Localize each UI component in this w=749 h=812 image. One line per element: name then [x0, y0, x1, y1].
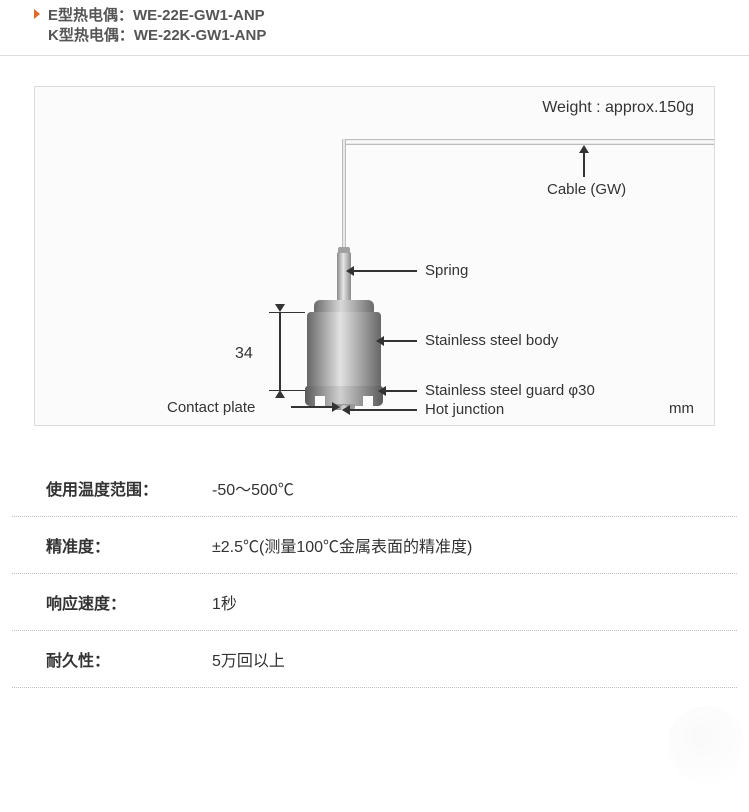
contact-leader-line: [291, 406, 333, 408]
unit-label: mm: [669, 400, 694, 417]
cable-text: Cable (GW): [547, 181, 626, 198]
guard-text: Stainless steel guard φ30: [425, 382, 595, 399]
contact-text: Contact plate: [167, 399, 255, 416]
spring-leader-line: [353, 270, 417, 272]
diagram-container: Weight : approx.150g mm Cable (GW) Sprin…: [34, 86, 715, 426]
spec-row: 耐久性： 5万回以上: [12, 631, 737, 688]
body-cylinder: [307, 312, 381, 390]
cable-line: [345, 139, 714, 145]
spec-row: 响应速度： 1秒: [12, 574, 737, 631]
spec-label: 耐久性：: [12, 647, 212, 671]
spec-value: ±2.5℃(测量100℃金属表面的精准度): [212, 533, 472, 557]
k-type-prefix: K型热电偶：: [48, 27, 134, 44]
hot-leader-line: [349, 409, 417, 411]
guard-notch: [315, 396, 325, 406]
spring-text: Spring: [425, 262, 468, 279]
hot-text: Hot junction: [425, 401, 504, 418]
dim-ext-top: [269, 312, 305, 313]
spec-value: 1秒: [212, 590, 237, 614]
header-line-e: E型热电偶：WE-22E-GW1-ANP: [48, 6, 715, 26]
body-text: Stainless steel body: [425, 332, 558, 349]
e-type-prefix: E型热电偶：: [48, 7, 133, 24]
spec-value: -50～500℃: [212, 476, 294, 500]
k-type-code: WE-22K-GW1-ANP: [134, 27, 267, 44]
spec-label: 精准度：: [12, 533, 212, 557]
e-type-code: WE-22E-GW1-ANP: [133, 7, 265, 24]
cable-vertical: [342, 139, 346, 259]
cable-arrow-icon: [583, 151, 585, 177]
spec-row: 精准度： ±2.5℃(测量100℃金属表面的精准度): [12, 517, 737, 574]
body-leader-line: [383, 340, 417, 342]
spec-value: 5万回以上: [212, 647, 285, 671]
spec-label: 使用温度范围：: [12, 476, 212, 500]
dim-arrow-icon: [279, 312, 281, 390]
header-line-k: K型热电偶：WE-22K-GW1-ANP: [48, 26, 715, 46]
weight-label: Weight : approx.150g: [542, 99, 694, 117]
spec-label: 响应速度：: [12, 590, 212, 614]
spec-row: 使用温度范围： -50～500℃: [12, 460, 737, 517]
watermark-icon: [667, 706, 745, 784]
dim-value: 34: [235, 345, 253, 363]
sensor-diagram: Weight : approx.150g mm Cable (GW) Sprin…: [35, 87, 714, 425]
guard-notch: [363, 396, 373, 406]
product-header: E型热电偶：WE-22E-GW1-ANP K型热电偶：WE-22K-GW1-AN…: [0, 0, 749, 56]
guard-leader-line: [385, 390, 417, 392]
spec-table: 使用温度范围： -50～500℃ 精准度： ±2.5℃(测量100℃金属表面的精…: [0, 460, 749, 688]
